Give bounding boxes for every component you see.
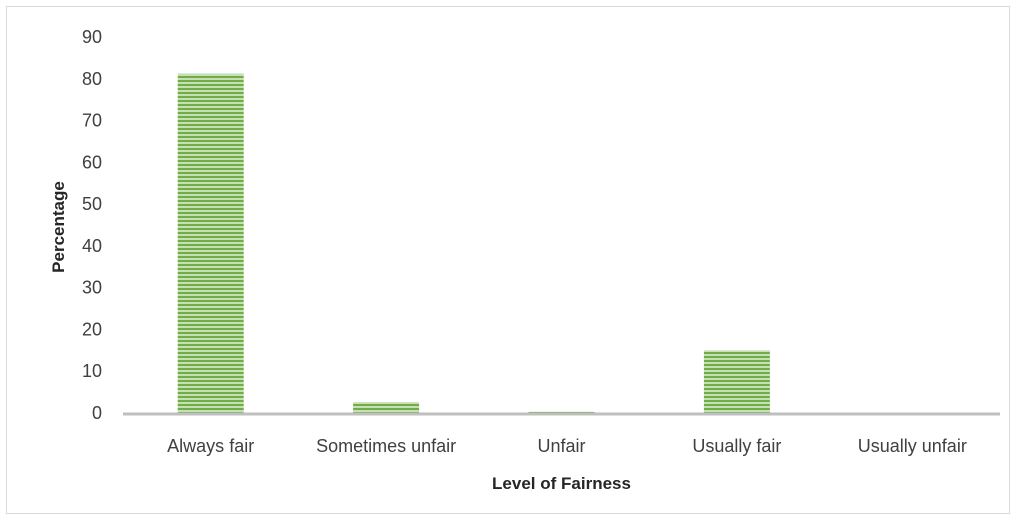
y-tick-label: 70: [82, 111, 102, 131]
bar: [703, 350, 770, 413]
y-tick-label: 0: [92, 403, 102, 423]
y-tick-label: 80: [82, 69, 102, 89]
y-tick-label: 10: [82, 361, 102, 381]
y-tick-label: 40: [82, 236, 102, 256]
x-axis-ticks: Always fair Sometimes unfair Unfair Usually…: [167, 436, 967, 456]
bar: [177, 73, 244, 414]
chart-frame: [6, 6, 1010, 514]
y-axis-title: Percentage: [49, 181, 68, 273]
y-tick-label: 50: [82, 194, 102, 214]
y-tick-label: 30: [82, 278, 102, 298]
bar: [353, 402, 420, 413]
x-tick-label: Sometimes unfair: [316, 436, 456, 456]
x-tick-label: Always fair: [167, 436, 254, 456]
y-tick-label: 60: [82, 152, 102, 172]
bars: [177, 73, 770, 414]
bar: [528, 411, 595, 413]
y-tick-label: 90: [82, 27, 102, 47]
x-tick-label: Usually fair: [692, 436, 781, 456]
x-tick-label: Usually unfair: [858, 436, 967, 456]
y-tick-label: 20: [82, 319, 102, 339]
x-tick-label: Unfair: [537, 436, 585, 456]
x-axis-title: Level of Fairness: [492, 474, 631, 493]
y-axis-ticks: 0 10 20 30 40 50 60 70 80 90: [82, 27, 102, 423]
